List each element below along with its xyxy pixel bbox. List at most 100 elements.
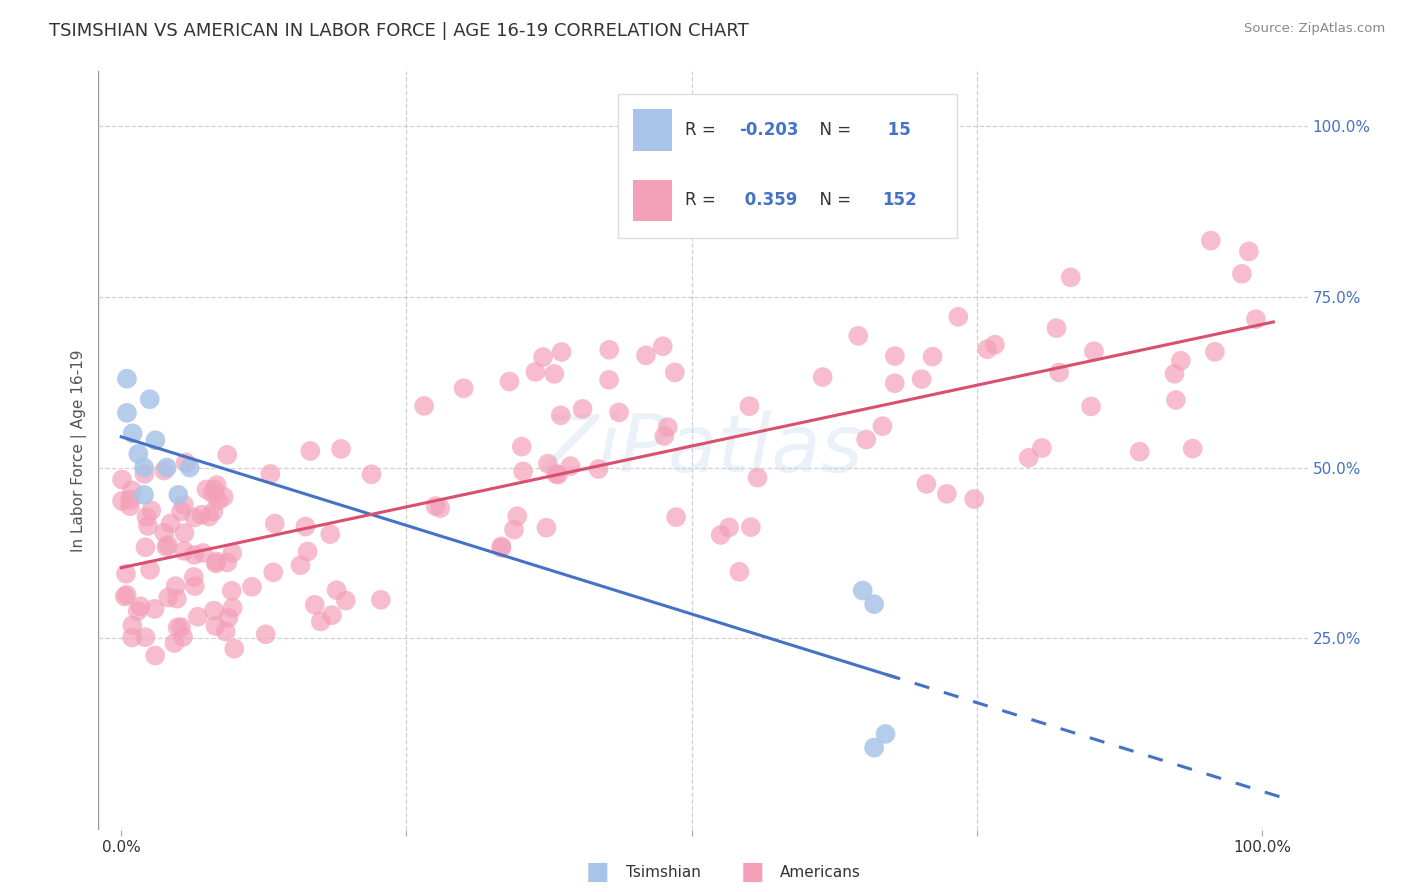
Point [863,740,886,755]
Point [872,419,894,434]
Point [1170,353,1192,368]
Point [172,630,194,644]
Point [1199,234,1222,248]
Point [1164,392,1187,407]
Point [135,510,157,524]
Point [309,615,332,629]
Point [127,447,149,461]
Point [143,648,166,663]
Y-axis label: In Labor Force | Age 16-19: In Labor Force | Age 16-19 [72,349,87,552]
Point [588,462,610,476]
Point [512,464,534,478]
Point [134,630,156,644]
Point [915,477,938,491]
Point [139,563,162,577]
Point [543,367,565,381]
Point [875,727,897,741]
Point [1047,366,1070,380]
Point [1083,344,1105,359]
Point [204,557,226,571]
Point [304,598,326,612]
Point [204,619,226,633]
FancyBboxPatch shape [633,109,672,151]
Point [127,604,149,618]
Point [846,328,869,343]
Text: 15: 15 [882,120,911,139]
Point [155,540,177,554]
Point [294,519,316,533]
Point [491,541,513,555]
Point [607,405,630,419]
Point [240,580,263,594]
Point [183,570,205,584]
Point [550,345,572,359]
Point [129,599,152,614]
Text: ZiPatlas: ZiPatlas [543,411,863,490]
Point [319,527,342,541]
Point [111,494,134,508]
Point [202,483,225,497]
Point [145,434,167,448]
Point [425,499,447,513]
Point [299,444,322,458]
Point [224,641,246,656]
Point [910,372,932,386]
Point [1237,244,1260,259]
Text: ■: ■ [586,861,609,884]
Point [114,590,136,604]
Point [863,597,886,611]
Point [207,493,229,508]
Point [159,516,181,531]
Text: Source: ZipAtlas.com: Source: ZipAtlas.com [1244,22,1385,36]
Point [202,604,225,618]
Point [883,349,905,363]
Point [115,406,138,420]
Point [1129,444,1152,458]
Point [1018,450,1040,465]
Point [935,487,957,501]
Point [547,467,569,482]
Point [598,343,620,357]
Point [657,420,679,434]
Point [665,510,688,524]
Point [184,579,207,593]
Point [153,464,176,478]
Point [984,337,1007,351]
Point [855,433,877,447]
Point [536,521,558,535]
Point [141,503,163,517]
Point [221,600,243,615]
FancyBboxPatch shape [633,180,672,221]
Text: N =: N = [810,191,856,210]
Point [157,591,180,605]
Point [634,348,657,362]
Point [153,525,176,540]
Point [1031,441,1053,455]
Point [550,409,572,423]
Point [134,467,156,481]
Point [921,350,943,364]
Point [370,592,392,607]
Point [221,546,243,560]
Point [1181,442,1204,456]
Point [134,540,156,554]
Text: R =: R = [685,120,721,139]
Point [852,583,875,598]
Point [167,488,190,502]
Point [598,373,620,387]
Point [718,520,741,534]
Point [136,519,159,533]
Point [728,565,751,579]
Point [183,548,205,562]
Point [1230,267,1253,281]
Point [738,399,761,413]
Point [429,501,451,516]
Point [120,492,142,507]
Point [571,401,593,416]
Point [115,566,138,581]
Point [747,470,769,484]
Point [121,426,143,441]
Point [173,544,195,558]
Point [120,499,142,513]
Point [205,554,228,568]
